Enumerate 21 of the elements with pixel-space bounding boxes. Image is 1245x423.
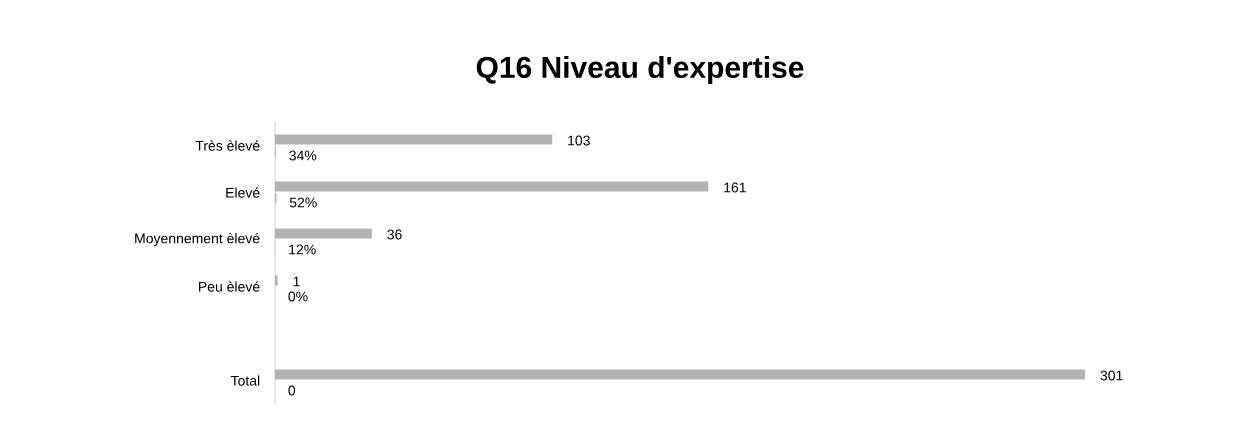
- data-label: 34%: [289, 150, 317, 161]
- data-label: 161: [724, 182, 746, 193]
- data-label: 0: [288, 385, 296, 396]
- bar: [275, 228, 372, 239]
- chart-title: Q16 Niveau d'expertise: [476, 56, 804, 84]
- bar: [275, 369, 1086, 380]
- bar: [275, 181, 709, 192]
- data-label: 1: [293, 276, 300, 287]
- data-label: 52%: [289, 197, 317, 208]
- bar: [275, 275, 278, 286]
- data-label: 12%: [289, 244, 316, 255]
- y-tick-label: Peu èlevé: [199, 281, 260, 292]
- data-label: 103: [568, 135, 590, 146]
- data-label: 36: [387, 229, 402, 240]
- y-tick-label: Total: [230, 375, 260, 386]
- data-label: 301: [1100, 370, 1123, 381]
- data-label: 0%: [288, 291, 308, 302]
- y-tick-label: Très èlevé: [195, 140, 260, 151]
- bar: [275, 134, 553, 145]
- y-tick-label: Moyennement èlevé: [135, 232, 260, 247]
- y-tick-label: Elevé: [226, 187, 260, 198]
